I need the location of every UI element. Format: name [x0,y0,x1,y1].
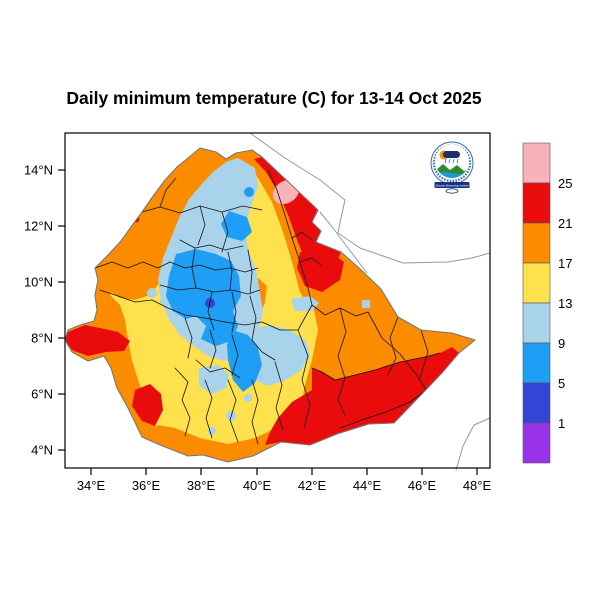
logo-cloud-icon [443,151,460,158]
colorbar-cell [522,222,551,264]
logo-rain-icon [444,158,459,164]
neighbor-country-borders [249,132,491,471]
x-tick-label: 42°E [298,478,327,493]
colorbar-cell [522,342,551,384]
ethiopia-border [64,147,476,463]
colorbar-tick-label: 17 [558,256,572,271]
x-tick-label: 38°E [187,478,216,493]
y-axis: 14°N 12°N 10°N 8°N 6°N 4°N [24,163,65,458]
ethiopia-temperature-field [65,148,475,462]
x-tick-label: 46°E [408,478,437,493]
colorbar-tick-label: 13 [558,296,572,311]
logo-banner-text: Ethiopian Meteorology Institute [436,183,470,187]
x-axis: 34°E 36°E 38°E 40°E 42°E 44°E 46°E 48°E [77,468,492,493]
y-tick-label: 4°N [31,443,53,458]
temp-regions-red [65,157,459,445]
logo-banner [434,182,470,188]
x-tick-label: 40°E [243,478,272,493]
colorbar-cell [522,422,551,464]
x-tick-label: 48°E [463,478,492,493]
y-tick-label: 6°N [31,387,53,402]
colorbar-cell [522,142,551,184]
colorbar-cell [522,182,551,224]
colorbar-tick-label: 9 [558,336,565,351]
colorbar-tick-label: 1 [558,416,565,431]
admin-zone-boundaries [94,169,441,445]
y-tick-label: 8°N [31,331,53,346]
colorbar-tick-label: 21 [558,216,572,231]
y-tick-label: 14°N [24,163,53,178]
colorbar-tick-label: 5 [558,376,565,391]
x-tick-label: 34°E [77,478,106,493]
colorbar-cell [522,262,551,304]
chart-title: Daily minimum temperature (C) for 13-14 … [66,88,482,108]
logo-scroll [445,188,459,194]
colorbar: 25 21 17 13 9 5 1 [522,142,572,464]
y-tick-label: 10°N [24,275,53,290]
colorbar-tick-label: 25 [558,176,572,191]
colorbar-cell [522,382,551,424]
x-tick-label: 44°E [353,478,382,493]
x-tick-label: 36°E [132,478,161,493]
y-tick-label: 12°N [24,219,53,234]
colorbar-cell [522,302,551,344]
plot-frame [64,132,491,469]
met-institute-logo: Ethiopian Meteorology Institute [430,141,474,194]
